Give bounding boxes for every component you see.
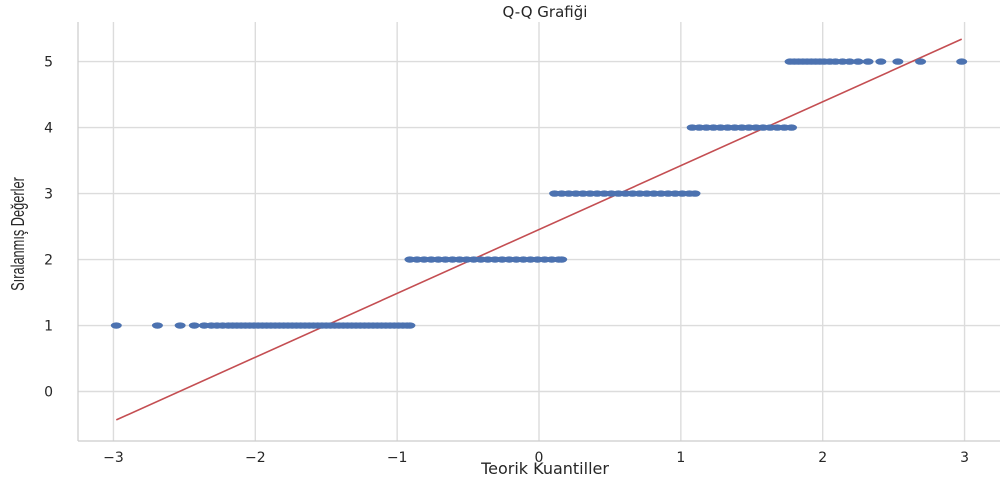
y-tick-label: 4 xyxy=(44,121,53,137)
x-axis-title: Teorik Kuantiller xyxy=(480,459,609,478)
x-tick-label: 0 xyxy=(535,450,544,466)
y-tick-label: 1 xyxy=(44,319,53,335)
y-tick-label: 5 xyxy=(44,55,53,71)
data-point xyxy=(188,322,200,329)
data-point xyxy=(862,58,874,65)
x-tick-label: 3 xyxy=(960,450,969,466)
chart-title: Q-Q Grafiği xyxy=(503,3,588,21)
data-point xyxy=(404,322,416,329)
x-tick-label: −2 xyxy=(245,450,266,466)
data-points xyxy=(110,58,968,329)
data-point xyxy=(915,58,927,65)
y-tick-label: 3 xyxy=(44,187,53,203)
data-point xyxy=(875,58,887,65)
data-point xyxy=(689,190,701,197)
data-point xyxy=(844,58,856,65)
data-point xyxy=(151,322,163,329)
y-axis-title: Sıralanmış Değerler xyxy=(8,177,29,291)
data-point xyxy=(110,322,122,329)
x-tick-label: −3 xyxy=(103,450,124,466)
fit-line xyxy=(115,38,963,421)
data-point xyxy=(956,58,968,65)
x-tick-label: −1 xyxy=(387,450,408,466)
x-tick-label: 1 xyxy=(676,450,685,466)
y-tick-label: 0 xyxy=(44,385,53,401)
data-point xyxy=(556,256,568,263)
x-tick-label: 2 xyxy=(818,450,827,466)
axes: −3 −2 −1 0 1 2 3 0 1 2 3 4 5 xyxy=(44,22,1000,466)
data-point xyxy=(785,124,797,131)
data-point xyxy=(174,322,186,329)
data-point xyxy=(892,58,904,65)
fit-line-group xyxy=(115,38,963,421)
y-tick-label: 2 xyxy=(44,253,53,269)
data-point xyxy=(852,58,864,65)
